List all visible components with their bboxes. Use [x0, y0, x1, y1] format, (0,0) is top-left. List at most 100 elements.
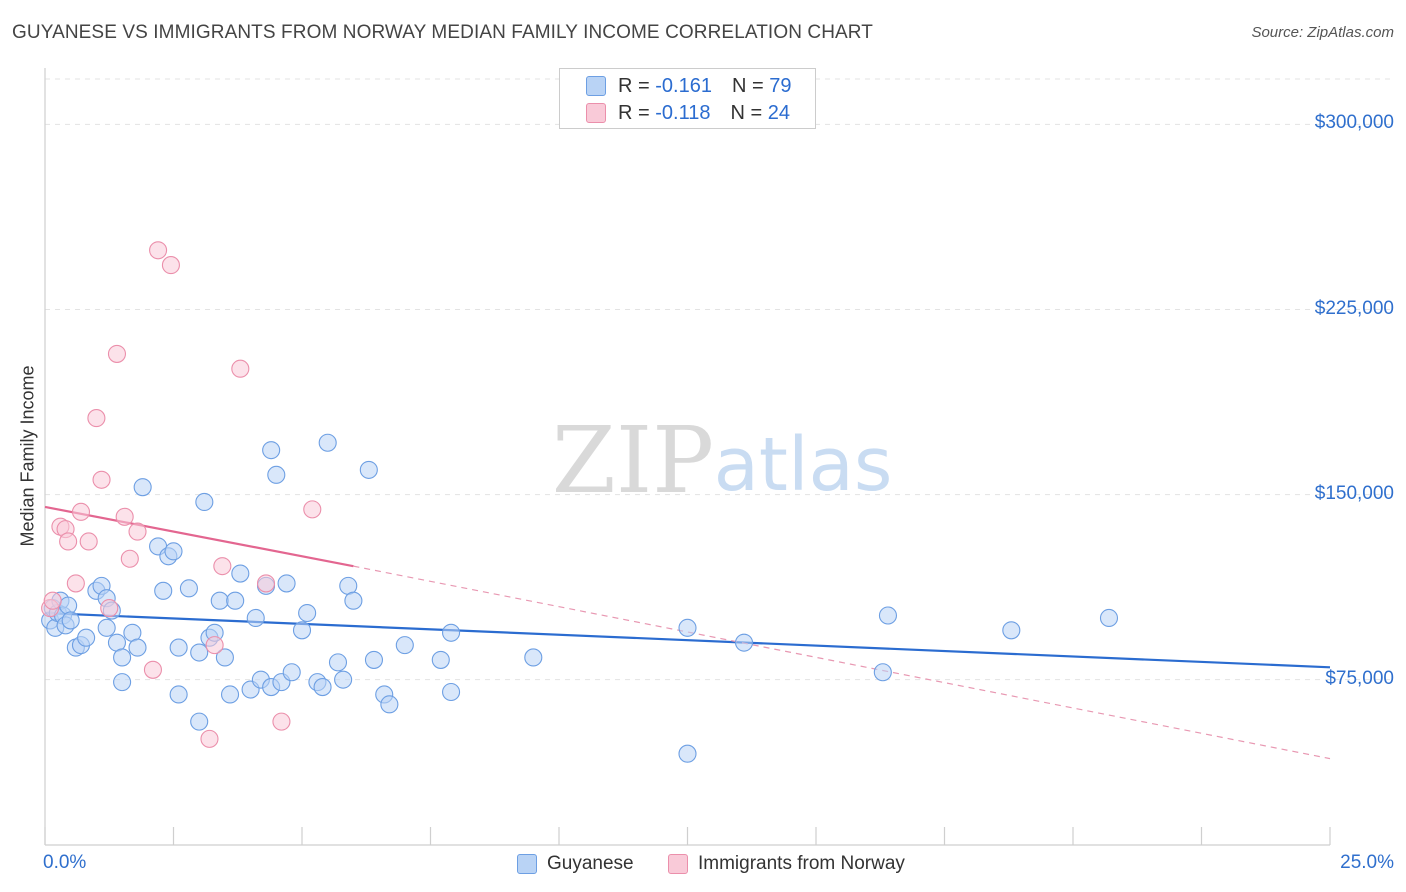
point-guyanese	[344, 591, 363, 610]
point-guyanese	[215, 648, 234, 667]
y-tick-label: $150,000	[1314, 482, 1394, 504]
chart-source: Source: ZipAtlas.com	[1251, 24, 1394, 41]
legend-n-label: N =	[731, 74, 764, 97]
point-guyanese	[267, 465, 286, 484]
legend-r-value: -0.118	[655, 101, 711, 124]
bottom-legend-swatch-blue	[517, 854, 537, 874]
point-guyanese	[226, 591, 245, 610]
point-norway	[115, 507, 134, 526]
point-norway	[107, 344, 127, 363]
point-guyanese	[282, 663, 301, 682]
point-norway	[149, 241, 168, 260]
bottom-legend-label: Guyanese	[547, 853, 634, 874]
point-norway	[100, 599, 119, 618]
x-tick-min: 0.0%	[43, 852, 87, 873]
point-guyanese	[164, 542, 183, 561]
point-guyanese	[524, 648, 543, 667]
point-guyanese	[442, 682, 461, 702]
point-norway	[59, 532, 78, 551]
point-guyanese	[364, 650, 384, 669]
bottom-legend-guyanese: Guyanese	[517, 852, 634, 876]
point-guyanese	[277, 574, 296, 593]
point-norway	[128, 522, 147, 541]
point-norway	[272, 712, 291, 731]
correlation-legend: R = -0.161 N = 79 R = -0.118 N = 24	[559, 68, 816, 129]
point-norway	[161, 256, 180, 275]
watermark-zip: ZIP	[552, 407, 714, 514]
point-guyanese	[195, 492, 214, 512]
point-norway	[205, 636, 224, 655]
legend-row-guyanese: R = -0.161 N = 79	[586, 74, 791, 98]
point-norway	[43, 591, 62, 610]
y-tick-label: $300,000	[1314, 112, 1394, 134]
trend-line-norway	[44, 505, 354, 568]
legend-n-label: N =	[730, 101, 763, 124]
point-guyanese	[395, 636, 414, 655]
watermark: ZIP atlas	[552, 407, 893, 514]
point-guyanese	[169, 685, 188, 704]
point-guyanese	[128, 638, 147, 657]
point-norway	[231, 359, 250, 378]
point-norway	[79, 532, 98, 551]
point-guyanese	[328, 653, 348, 672]
point-norway	[143, 660, 162, 679]
point-norway	[71, 502, 91, 521]
point-guyanese	[210, 591, 229, 610]
legend-swatch-pink	[586, 103, 606, 123]
point-guyanese	[313, 678, 332, 697]
watermark-atlas: atlas	[714, 422, 893, 508]
point-guyanese	[113, 673, 132, 692]
legend-n-value: 79	[769, 74, 792, 97]
axes	[44, 68, 1331, 846]
point-guyanese	[359, 460, 378, 479]
point-guyanese	[231, 564, 250, 583]
point-norway	[66, 574, 85, 593]
point-guyanese	[318, 433, 337, 452]
point-guyanese	[1002, 621, 1021, 640]
point-guyanese	[169, 638, 188, 657]
point-guyanese	[133, 478, 152, 497]
bottom-legend-label: Immigrants from Norway	[698, 853, 905, 874]
point-guyanese	[179, 579, 198, 598]
point-guyanese	[77, 628, 96, 647]
point-norway	[213, 557, 232, 576]
point-norway	[303, 500, 322, 519]
point-guyanese	[678, 618, 697, 637]
data-points	[41, 241, 1119, 763]
point-guyanese	[1099, 608, 1119, 628]
legend-r-value: -0.161	[655, 74, 712, 97]
point-guyanese	[298, 603, 317, 623]
point-norway	[92, 470, 111, 489]
legend-r-label: R =	[618, 74, 650, 97]
point-guyanese	[878, 606, 898, 625]
y-tick-label: $225,000	[1314, 297, 1394, 319]
legend-r-label: R =	[618, 101, 650, 124]
point-guyanese	[190, 712, 209, 731]
point-norway	[256, 574, 276, 593]
y-axis-label: Median Family Income	[17, 365, 38, 547]
point-norway	[87, 409, 106, 428]
legend-n-value: 24	[767, 101, 790, 124]
point-guyanese	[873, 663, 892, 682]
point-guyanese	[380, 695, 399, 714]
chart-title: GUYANESE VS IMMIGRANTS FROM NORWAY MEDIA…	[12, 22, 873, 43]
trend-line-norway-extension	[353, 565, 1331, 760]
point-guyanese	[113, 648, 132, 667]
point-guyanese	[678, 744, 697, 763]
point-guyanese	[220, 685, 240, 704]
point-guyanese	[442, 623, 461, 642]
point-guyanese	[246, 608, 265, 628]
point-guyanese	[97, 618, 116, 637]
point-guyanese	[154, 581, 173, 600]
point-guyanese	[61, 611, 80, 630]
legend-swatch-blue	[586, 76, 606, 96]
bottom-legend-swatch-pink	[668, 854, 688, 874]
legend-row-norway: R = -0.118 N = 24	[586, 101, 790, 125]
y-tick-label: $75,000	[1325, 667, 1394, 689]
point-norway	[200, 729, 219, 748]
bottom-legend-norway: Immigrants from Norway	[668, 852, 905, 876]
point-guyanese	[734, 633, 754, 652]
point-guyanese	[59, 596, 78, 615]
x-tick-max: 25.0%	[1340, 852, 1394, 873]
